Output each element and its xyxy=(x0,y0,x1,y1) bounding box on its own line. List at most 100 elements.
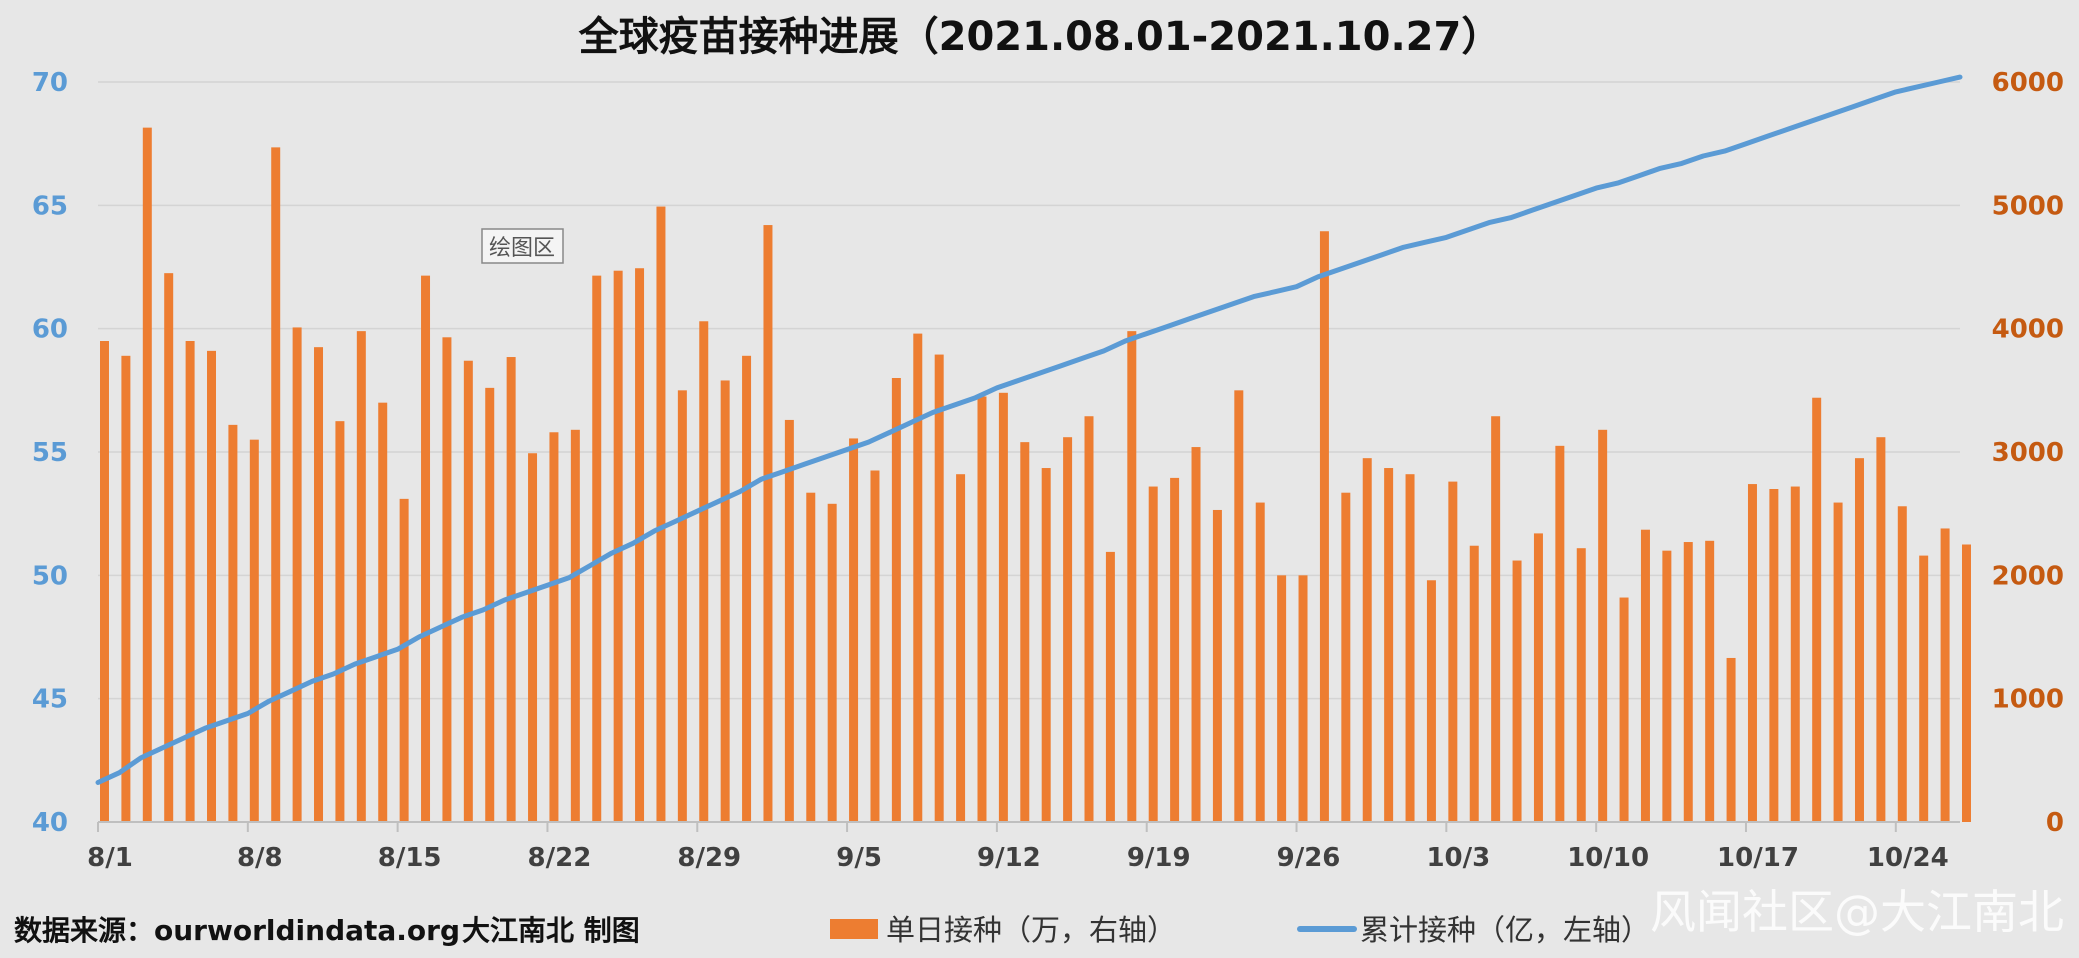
bar-series-daily xyxy=(100,127,1971,823)
bar-daily-8-28 xyxy=(677,390,687,822)
right-tick-label: 3000 xyxy=(1992,438,2064,468)
x-tick-label: 8/1 xyxy=(87,843,133,873)
bar-daily-8-25 xyxy=(613,270,623,822)
bar-daily-8-17 xyxy=(442,337,452,822)
bar-daily-8-1 xyxy=(100,341,109,822)
left-tick-label: 50 xyxy=(32,561,68,591)
bar-daily-9-15 xyxy=(1063,437,1073,822)
bar-daily-8-5 xyxy=(185,341,195,822)
bar-daily-8-7 xyxy=(228,424,238,822)
bar-daily-8-8 xyxy=(249,439,259,822)
bar-daily-10-25 xyxy=(1919,555,1929,822)
x-tick-label: 8/8 xyxy=(237,843,283,873)
x-tick-label: 8/29 xyxy=(677,843,741,873)
bar-daily-10-27 xyxy=(1962,544,1971,822)
bar-daily-9-28 xyxy=(1341,492,1351,822)
bar-daily-10-5 xyxy=(1491,416,1501,822)
bar-daily-9-10 xyxy=(956,474,966,822)
bar-daily-10-3 xyxy=(1448,481,1458,822)
bar-daily-10-22 xyxy=(1854,458,1864,822)
bar-daily-8-12 xyxy=(335,421,345,822)
bar-daily-9-7 xyxy=(891,378,901,822)
right-tick-label: 1000 xyxy=(1992,685,2064,715)
left-axis: 40 45 50 55 60 65 70 xyxy=(32,68,68,838)
watermark: 风闻社区@大江南北 xyxy=(1650,885,2064,939)
bar-daily-10-23 xyxy=(1876,437,1886,822)
bar-daily-10-26 xyxy=(1940,528,1950,822)
bar-daily-9-26 xyxy=(1298,575,1308,822)
bar-daily-9-17 xyxy=(1105,551,1115,822)
cumulative-line xyxy=(95,74,1963,785)
bar-daily-8-16 xyxy=(421,275,431,823)
left-tick-label: 65 xyxy=(32,191,68,221)
bar-daily-9-1 xyxy=(763,225,773,823)
bar-daily-9-12 xyxy=(998,392,1008,822)
bar-daily-9-24 xyxy=(1255,502,1265,822)
right-tick-label: 6000 xyxy=(1992,68,2064,98)
bar-daily-8-6 xyxy=(207,350,217,822)
x-tick-label: 10/3 xyxy=(1426,843,1490,873)
bar-daily-9-29 xyxy=(1362,458,1372,822)
bar-daily-9-2 xyxy=(784,419,794,822)
x-tick-label: 10/24 xyxy=(1867,843,1949,873)
bar-daily-9-11 xyxy=(977,396,987,822)
bar-daily-10-16 xyxy=(1726,657,1736,822)
left-tick-label: 45 xyxy=(32,685,68,715)
chart-title: 全球疫苗接种进展（2021.08.01-2021.10.27） xyxy=(578,14,1502,60)
plot-area-tooltip: 绘图区 xyxy=(481,228,564,264)
bar-daily-8-29 xyxy=(699,321,709,822)
legend-label-bar: 单日接种（万，右轴） xyxy=(886,913,1176,947)
bar-daily-8-24 xyxy=(592,275,602,823)
bar-daily-9-27 xyxy=(1319,231,1329,822)
left-tick-label: 55 xyxy=(32,438,68,468)
bar-daily-8-31 xyxy=(742,355,752,822)
bar-daily-8-10 xyxy=(292,327,302,822)
bar-daily-8-2 xyxy=(121,355,131,822)
bar-daily-10-17 xyxy=(1747,484,1757,822)
x-tick-label: 9/5 xyxy=(836,843,882,873)
bar-daily-9-21 xyxy=(1191,447,1201,822)
legend: 单日接种（万，右轴） 累计接种（亿，左轴） xyxy=(830,913,1650,947)
bar-daily-10-24 xyxy=(1897,506,1907,822)
bar-daily-9-19 xyxy=(1148,486,1158,822)
bar-daily-9-18 xyxy=(1127,331,1137,822)
bar-daily-8-21 xyxy=(528,453,538,822)
bar-daily-10-12 xyxy=(1640,529,1650,822)
x-tick-label: 8/15 xyxy=(378,843,442,873)
bar-daily-8-20 xyxy=(506,357,516,822)
left-tick-label: 40 xyxy=(32,808,68,838)
bar-daily-9-14 xyxy=(1041,468,1051,822)
bar-daily-10-13 xyxy=(1662,550,1672,822)
right-tick-label: 4000 xyxy=(1992,315,2064,345)
bar-daily-8-27 xyxy=(656,206,666,823)
x-axis: 8/1 8/8 8/15 8/22 8/29 9/5 9/12 9/19 9/26 10/3 10/… xyxy=(87,821,1960,873)
bar-daily-9-4 xyxy=(827,503,837,822)
bar-daily-8-13 xyxy=(356,331,366,822)
bar-daily-10-1 xyxy=(1405,474,1415,822)
bar-daily-8-18 xyxy=(463,360,473,822)
bar-daily-10-10 xyxy=(1598,429,1608,822)
bar-daily-8-15 xyxy=(399,498,409,822)
bar-daily-9-9 xyxy=(934,354,944,822)
bar-daily-9-16 xyxy=(1084,416,1094,822)
left-tick-label: 70 xyxy=(32,68,68,98)
bar-daily-10-4 xyxy=(1469,545,1479,822)
bar-daily-9-30 xyxy=(1384,468,1394,822)
bar-daily-10-7 xyxy=(1533,533,1543,822)
right-tick-label: 2000 xyxy=(1992,561,2064,591)
source-note: 数据来源：ourworldindata.org xyxy=(14,914,460,947)
x-tick-label: 10/17 xyxy=(1717,843,1799,873)
right-tick-label: 5000 xyxy=(1992,191,2064,221)
right-axis: 0 1000 2000 3000 4000 5000 6000 xyxy=(1992,68,2064,838)
right-tick-label: 0 xyxy=(2046,808,2064,838)
bar-daily-9-20 xyxy=(1170,477,1180,822)
x-tick-label: 10/10 xyxy=(1567,843,1649,873)
x-tick-label: 9/19 xyxy=(1127,843,1191,873)
bar-daily-8-9 xyxy=(271,147,281,822)
bar-daily-9-23 xyxy=(1234,390,1244,822)
bar-daily-10-20 xyxy=(1812,397,1822,822)
bar-daily-9-25 xyxy=(1277,575,1287,822)
bar-daily-9-3 xyxy=(806,492,816,822)
bar-daily-9-13 xyxy=(1020,442,1030,822)
